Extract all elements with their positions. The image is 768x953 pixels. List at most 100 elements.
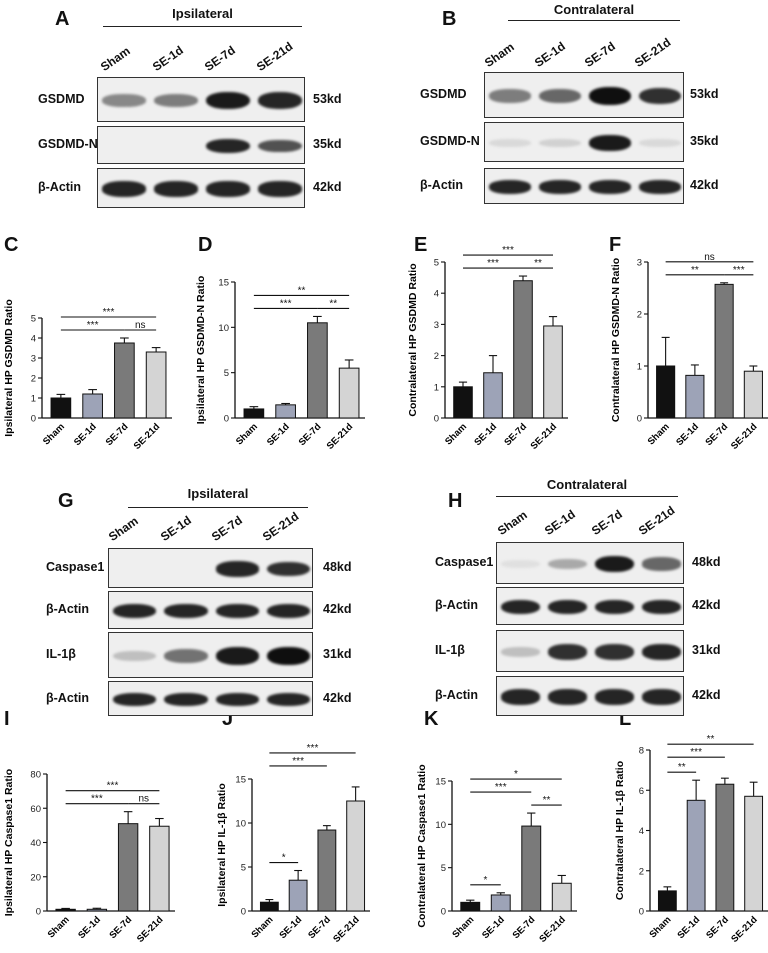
bar-se-7d xyxy=(715,783,735,912)
bar-se-7d xyxy=(114,342,135,419)
blot-title-line-B xyxy=(508,20,680,21)
y-tick-label: 10 xyxy=(435,820,446,831)
blot-kd-label: 35kd xyxy=(690,134,719,148)
panel-label-E: E xyxy=(414,234,428,256)
blot-band xyxy=(206,138,250,154)
panel-label-K: K xyxy=(424,708,439,730)
significance-label: * xyxy=(282,853,286,864)
bar-se-21d xyxy=(743,370,763,419)
x-tick-label: SE-7d xyxy=(704,914,731,941)
y-tick-label: 1 xyxy=(31,394,36,405)
panel-label-C: C xyxy=(4,234,19,256)
blot-band xyxy=(595,689,634,705)
bar-sham xyxy=(50,397,72,419)
blot-band xyxy=(266,603,310,619)
x-tick-label: SE-21d xyxy=(529,421,560,452)
x-tick-label: SE-1d xyxy=(674,421,701,448)
blot-row-label: β-Actin xyxy=(435,688,479,702)
significance-label: *** xyxy=(487,258,499,269)
blot-band xyxy=(501,599,540,615)
blot-strip xyxy=(484,122,684,162)
blot-row-label: GSDMD-N xyxy=(420,134,480,148)
significance-label: *** xyxy=(280,298,292,309)
blot-row-label: GSDMD xyxy=(38,91,85,106)
bar-se-7d xyxy=(521,825,542,912)
x-tick-label: SE-1d xyxy=(76,914,103,941)
blot-band xyxy=(589,180,631,194)
blot-title-H: Contralateral xyxy=(546,477,628,492)
blot-band xyxy=(215,647,259,665)
lane-label-se-21d: SE-21d xyxy=(260,509,302,544)
bar-se-1d xyxy=(685,374,705,419)
blot-band xyxy=(206,181,250,197)
blot-title-line-H xyxy=(496,496,678,497)
significance-label: ** xyxy=(678,762,686,773)
significance-label: *** xyxy=(307,743,319,754)
blot-band xyxy=(164,603,208,619)
lane-label-sham: Sham xyxy=(106,513,142,544)
blot-kd-label: 31kd xyxy=(692,643,721,657)
x-tick-label: Sham xyxy=(46,914,72,940)
blot-band xyxy=(102,181,146,197)
blot-band xyxy=(642,689,681,705)
y-axis-label: Contralateral HP GSDMD Ratio xyxy=(407,263,419,416)
blot-band xyxy=(548,644,587,660)
x-tick-label: Sham xyxy=(443,421,469,447)
x-tick-label: SE-1d xyxy=(472,421,499,448)
blot-band xyxy=(548,689,587,705)
blot-kd-label: 35kd xyxy=(313,137,342,151)
blot-band xyxy=(154,93,198,108)
blot-band xyxy=(266,692,310,707)
blot-strip xyxy=(108,548,313,588)
x-tick-label: SE-21d xyxy=(132,421,163,452)
y-tick-label: 4 xyxy=(31,334,36,345)
blot-strip xyxy=(484,72,684,118)
blot-band xyxy=(164,692,208,707)
x-tick-label: SE-1d xyxy=(277,914,304,941)
blot-band xyxy=(501,647,540,657)
blot-strip xyxy=(97,77,305,122)
lane-label-sham: Sham xyxy=(98,43,133,74)
x-tick-label: Sham xyxy=(234,421,260,447)
blot-kd-label: 42kd xyxy=(692,598,721,612)
blot-kd-label: 42kd xyxy=(313,180,342,194)
x-tick-label: SE-7d xyxy=(107,914,134,941)
bar-se-1d xyxy=(86,908,108,912)
significance-label: *** xyxy=(495,782,507,793)
x-tick-label: SE-21d xyxy=(331,914,362,945)
y-tick-label: 2 xyxy=(637,310,642,321)
x-tick-label: SE-1d xyxy=(265,421,292,448)
significance-label: *** xyxy=(502,245,514,256)
y-axis-label: Contralateral HP Caspase1 Ratio xyxy=(416,764,428,927)
bar-se-1d xyxy=(490,894,511,912)
blot-band xyxy=(258,139,302,153)
blot-band xyxy=(489,139,531,147)
y-tick-label: 20 xyxy=(30,872,41,883)
y-axis-label: Ipsilateral HP GSDMD Ratio xyxy=(3,299,15,437)
blot-band xyxy=(639,180,681,194)
x-tick-label: SE-1d xyxy=(480,914,507,941)
significance-label: ns xyxy=(704,252,715,263)
blot-band xyxy=(539,88,581,104)
blot-strip xyxy=(496,587,684,625)
y-tick-label: 5 xyxy=(441,863,446,874)
y-axis-label: Ipsilateral HP GSDMD-N Ratio xyxy=(195,276,207,425)
bar-sham xyxy=(55,908,76,912)
significance-label: ** xyxy=(707,734,715,745)
x-tick-label: SE-7d xyxy=(502,421,529,448)
y-axis-label: Ipsilateral HP IL-1β Ratio xyxy=(216,783,228,907)
bar-sham xyxy=(460,901,481,912)
blot-kd-label: 48kd xyxy=(692,555,721,569)
y-tick-label: 2 xyxy=(434,351,439,362)
blot-row-label: GSDMD xyxy=(420,87,467,101)
x-tick-label: SE-21d xyxy=(135,914,166,945)
bar-chart-K: 0 5 10 15 Contralateral HP Caspase1 Ratio Sha… xyxy=(416,764,577,945)
y-tick-label: 10 xyxy=(218,323,229,334)
blot-band xyxy=(539,180,581,194)
blot-band xyxy=(642,557,681,571)
y-tick-label: 15 xyxy=(235,775,246,786)
y-tick-label: 6 xyxy=(639,786,644,797)
